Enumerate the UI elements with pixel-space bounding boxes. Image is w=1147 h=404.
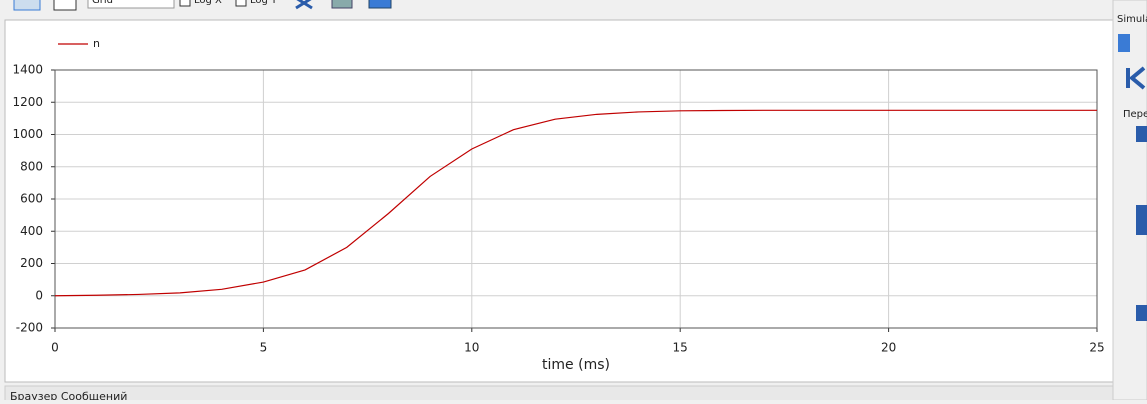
print-button[interactable]: [368, 0, 392, 9]
toolbar: [0, 0, 1110, 12]
side-panel-section: Пере: [1123, 109, 1147, 120]
log-y-checkbox[interactable]: [235, 0, 247, 7]
chart: -200 0 200 400 600 800 1000 1200 1400 0 5 10 15 20 25 n: [12, 37, 1104, 355]
y-tick-label: 200: [20, 256, 43, 270]
y-tick-label: -200: [16, 321, 43, 335]
x-tick-label: 20: [881, 341, 896, 355]
y-tick-label: 400: [20, 224, 43, 238]
x-tick-label: 25: [1089, 341, 1104, 355]
clear-button[interactable]: [295, 0, 313, 10]
log-x-label: Log X: [194, 0, 222, 6]
log-y-label: Log Y: [250, 0, 278, 6]
plot-frame: [54, 69, 1098, 329]
legend-label: n: [93, 37, 100, 50]
x-tick-label: 15: [673, 341, 688, 355]
model-icon: [1136, 205, 1147, 235]
grid-select[interactable]: [87, 0, 175, 9]
y-tick-label: 1000: [12, 127, 43, 141]
x-tick-label: 10: [464, 341, 479, 355]
slider-handle[interactable]: [1118, 34, 1130, 52]
side-panel-title: Simula: [1117, 14, 1147, 25]
rewind-button[interactable]: [1126, 66, 1146, 90]
message-browser-header: [4, 385, 1114, 404]
log-x-checkbox[interactable]: [179, 0, 191, 7]
side-panel: [1112, 0, 1147, 401]
y-tick-label: 600: [20, 192, 43, 206]
zoom-button[interactable]: [53, 0, 77, 11]
export-button[interactable]: [331, 0, 353, 9]
model-icon: [1136, 305, 1147, 321]
y-tick-label: 1400: [12, 63, 43, 77]
message-browser-title: Браузер Сообщений: [10, 390, 127, 400]
x-tick-label: 5: [260, 341, 268, 355]
fit-button[interactable]: [13, 0, 41, 11]
model-icon: [1136, 126, 1147, 142]
y-tick-label: 800: [20, 159, 43, 173]
grid-select-text: Grid: [92, 0, 113, 6]
plot-panel: [4, 19, 1114, 383]
x-tick-label: 0: [51, 341, 59, 355]
x-axis-label: time (ms): [542, 357, 610, 373]
y-tick-label: 0: [35, 288, 43, 302]
y-tick-label: 1200: [12, 95, 43, 109]
series-line: [54, 109, 1097, 297]
